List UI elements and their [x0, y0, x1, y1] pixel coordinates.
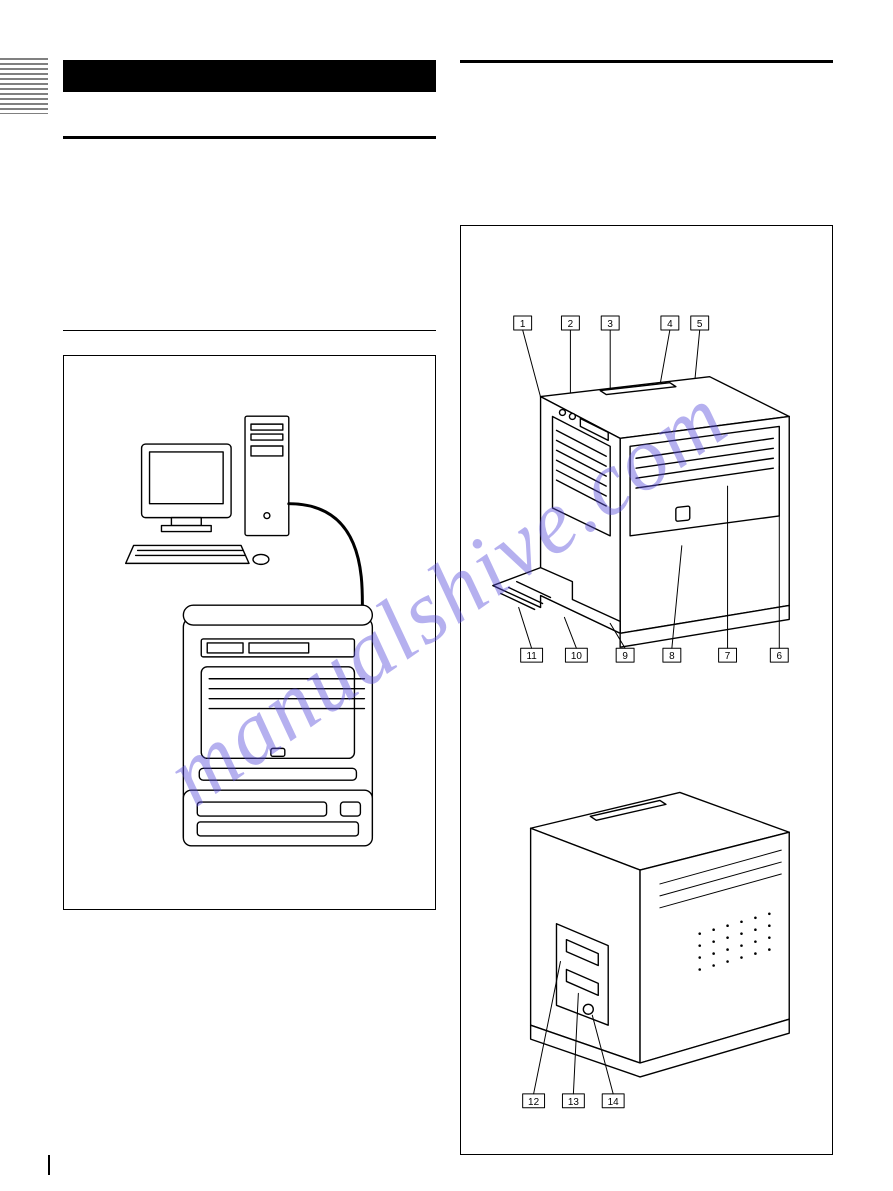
svg-text:2: 2 [568, 319, 574, 330]
callout-1: 1 [514, 316, 543, 405]
parts-callouts-line-art: 1 2 3 4 5 [461, 226, 832, 1154]
rule-top-right [460, 60, 833, 63]
svg-text:8: 8 [669, 651, 675, 662]
svg-text:3: 3 [607, 319, 613, 330]
callout-3: 3 [601, 316, 619, 399]
figure-parts-callouts: 1 2 3 4 5 [460, 225, 833, 1155]
svg-text:7: 7 [725, 651, 731, 662]
rule-mid-left [63, 330, 436, 331]
svg-text:6: 6 [777, 651, 783, 662]
figure-system-connection [63, 355, 436, 910]
callout-10: 10 [564, 617, 587, 662]
footer-gutter-mark [48, 1155, 50, 1175]
callout-2: 2 [561, 316, 579, 405]
rule-section-header [63, 60, 436, 92]
svg-text:1: 1 [520, 319, 526, 330]
svg-text:14: 14 [608, 1097, 620, 1108]
svg-text:13: 13 [568, 1097, 580, 1108]
callout-11: 11 [519, 607, 543, 662]
svg-text:4: 4 [667, 319, 673, 330]
system-connection-line-art [64, 356, 435, 909]
svg-text:12: 12 [528, 1097, 540, 1108]
svg-text:5: 5 [697, 319, 703, 330]
rule-subheader [63, 136, 436, 139]
svg-text:9: 9 [622, 651, 628, 662]
svg-text:11: 11 [526, 651, 537, 662]
svg-text:10: 10 [571, 651, 583, 662]
margin-tab [0, 58, 48, 114]
